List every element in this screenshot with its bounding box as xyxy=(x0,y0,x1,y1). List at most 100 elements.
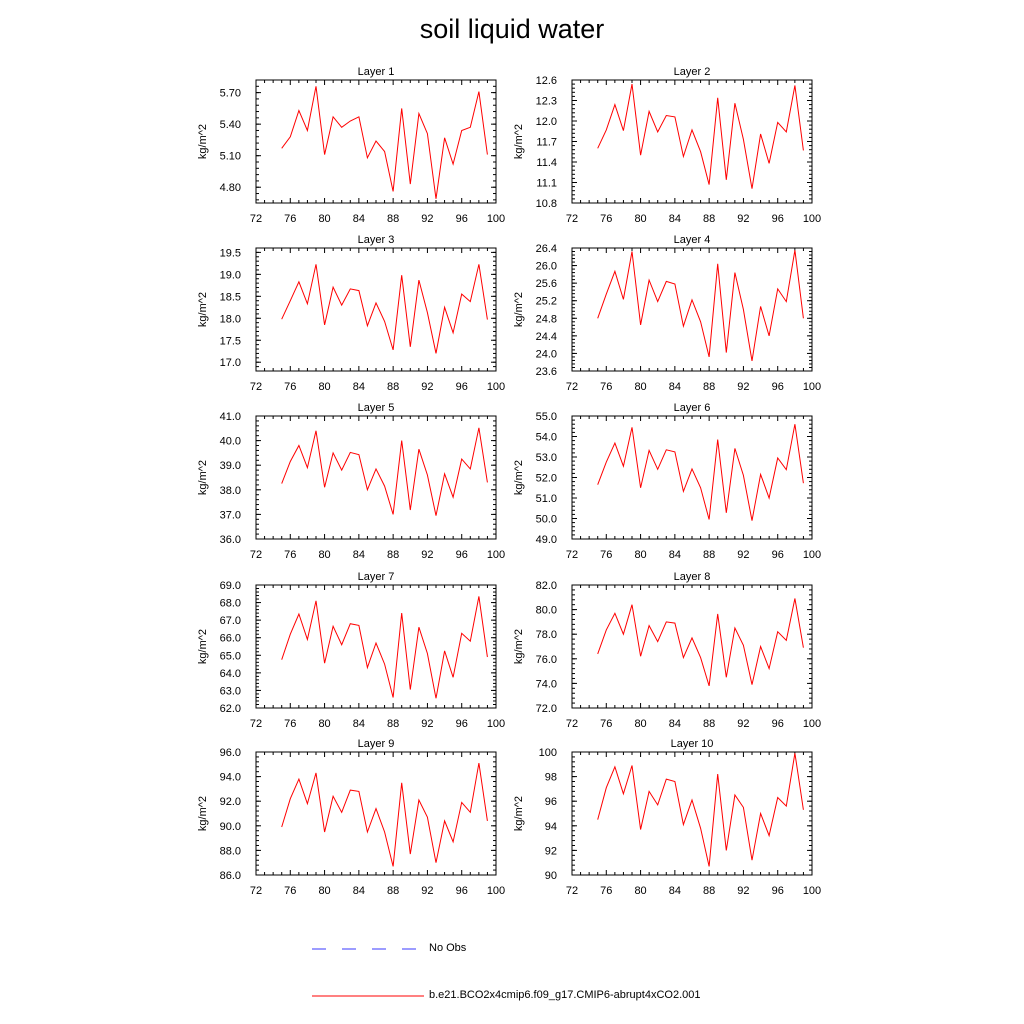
x-tick-label: 88 xyxy=(703,381,715,393)
y-tick-label: 26.4 xyxy=(536,243,557,255)
plot-frame xyxy=(571,79,813,204)
x-tick-label: 72 xyxy=(566,549,578,561)
x-tick-label: 100 xyxy=(487,885,505,897)
x-tick-label: 72 xyxy=(566,718,578,730)
panel-title: Layer 4 xyxy=(674,234,711,246)
x-tick-label: 92 xyxy=(737,718,749,730)
x-tick-label: 88 xyxy=(387,549,399,561)
y-tick-label: 26.0 xyxy=(536,261,557,273)
panel-layer-4: Layer 4 kg/m^2 72 76 80 84 88 92 96 100 23.6 24.0 24… xyxy=(513,234,821,393)
legend xyxy=(312,948,424,997)
x-tick-label: 88 xyxy=(703,718,715,730)
y-tick-label: 50.0 xyxy=(536,514,557,526)
x-tick-label: 100 xyxy=(803,549,821,561)
y-axis-label: kg/m^2 xyxy=(197,292,209,327)
x-tick-label: 96 xyxy=(456,718,468,730)
y-tick-label: 67.0 xyxy=(220,615,241,627)
x-tick-label: 96 xyxy=(456,549,468,561)
panel-title: Layer 10 xyxy=(671,738,714,750)
y-tick-label: 19.5 xyxy=(220,247,241,259)
x-tick-label: 88 xyxy=(387,213,399,225)
x-tick-label: 76 xyxy=(600,718,612,730)
series-line xyxy=(597,753,804,867)
y-tick-label: 54.0 xyxy=(536,432,557,444)
y-tick-label: 12.0 xyxy=(536,116,557,128)
y-tick-label: 39.0 xyxy=(220,460,241,472)
y-tick-label: 90.0 xyxy=(220,821,241,833)
x-tick-label: 80 xyxy=(318,549,330,561)
y-tick-label: 24.0 xyxy=(536,348,557,360)
x-tick-label: 100 xyxy=(487,213,505,225)
x-tick-label: 92 xyxy=(421,885,433,897)
y-tick-label: 96.0 xyxy=(220,747,241,759)
panel-layer-7: Layer 7 kg/m^2 72 76 80 84 88 92 96 100 62.0 63.0 64… xyxy=(197,571,505,730)
y-axis-label: kg/m^2 xyxy=(197,796,209,831)
y-axis-label: kg/m^2 xyxy=(513,460,525,495)
x-tick-label: 76 xyxy=(600,381,612,393)
x-tick-label: 84 xyxy=(353,213,365,225)
y-tick-label: 72.0 xyxy=(536,703,557,715)
y-tick-label: 17.0 xyxy=(220,357,241,369)
x-tick-label: 96 xyxy=(456,213,468,225)
x-tick-label: 88 xyxy=(703,549,715,561)
x-tick-label: 88 xyxy=(703,885,715,897)
series-line xyxy=(281,427,488,516)
x-tick-label: 100 xyxy=(487,549,505,561)
y-tick-label: 64.0 xyxy=(220,668,241,680)
panel-title: Layer 1 xyxy=(358,66,395,78)
y-tick-label: 24.4 xyxy=(536,331,557,343)
legend-obs-label: No Obs xyxy=(429,942,467,954)
chart-panels: Layer 1 kg/m^2 72 76 80 84 88 92 96 100 4.80 5.10 5.… xyxy=(197,66,821,897)
y-tick-label: 25.2 xyxy=(536,296,557,308)
x-tick-label: 92 xyxy=(737,213,749,225)
y-tick-label: 52.0 xyxy=(536,473,557,485)
panel-layer-10: Layer 10 kg/m^2 72 76 80 84 88 92 96 100 90 92 94 96 9… xyxy=(513,738,821,897)
y-tick-label: 49.0 xyxy=(536,534,557,546)
x-tick-label: 88 xyxy=(387,718,399,730)
x-tick-label: 92 xyxy=(421,549,433,561)
y-tick-label: 76.0 xyxy=(536,654,557,666)
y-axis-label: kg/m^2 xyxy=(197,629,209,664)
y-tick-label: 12.3 xyxy=(536,96,557,108)
panel-title: Layer 5 xyxy=(358,402,395,414)
x-tick-label: 88 xyxy=(387,885,399,897)
y-tick-label: 19.0 xyxy=(220,269,241,281)
x-tick-label: 72 xyxy=(566,213,578,225)
y-axis-label: kg/m^2 xyxy=(513,292,525,327)
panel-title: Layer 3 xyxy=(358,234,395,246)
x-tick-label: 92 xyxy=(737,381,749,393)
x-tick-label: 88 xyxy=(703,213,715,225)
y-tick-label: 62.0 xyxy=(220,703,241,715)
panel-layer-9: Layer 9 kg/m^2 72 76 80 84 88 92 96 100 86.0 88.0 90… xyxy=(197,738,505,897)
y-axis-label: kg/m^2 xyxy=(513,796,525,831)
series-line xyxy=(281,763,488,867)
x-tick-label: 72 xyxy=(250,549,262,561)
x-tick-label: 72 xyxy=(250,885,262,897)
plot-frame xyxy=(255,584,497,709)
panel-layer-3: Layer 3 kg/m^2 72 76 80 84 88 92 96 100 17.0 17.5 18… xyxy=(197,234,505,393)
y-tick-label: 53.0 xyxy=(536,452,557,464)
plot-frame xyxy=(571,415,813,540)
panel-layer-1: Layer 1 kg/m^2 72 76 80 84 88 92 96 100 4.80 5.10 5.… xyxy=(197,66,505,225)
x-tick-label: 76 xyxy=(600,549,612,561)
x-tick-label: 92 xyxy=(421,381,433,393)
x-tick-label: 80 xyxy=(634,549,646,561)
panel-title: Layer 9 xyxy=(358,738,395,750)
y-tick-label: 38.0 xyxy=(220,485,241,497)
panel-title: Layer 8 xyxy=(674,571,711,583)
y-tick-label: 90 xyxy=(545,870,557,882)
x-tick-label: 72 xyxy=(250,213,262,225)
y-tick-label: 37.0 xyxy=(220,509,241,521)
y-tick-label: 94 xyxy=(545,821,557,833)
x-tick-label: 80 xyxy=(634,213,646,225)
x-tick-label: 92 xyxy=(421,213,433,225)
plot-frame xyxy=(571,247,813,372)
y-tick-label: 65.0 xyxy=(220,650,241,662)
x-tick-label: 80 xyxy=(634,718,646,730)
y-tick-label: 55.0 xyxy=(536,411,557,423)
x-tick-label: 76 xyxy=(284,549,296,561)
panel-layer-8: Layer 8 kg/m^2 72 76 80 84 88 92 96 100 72.0 74.0 76… xyxy=(513,571,821,730)
x-tick-label: 84 xyxy=(669,213,681,225)
y-tick-label: 11.7 xyxy=(536,137,557,149)
x-tick-label: 84 xyxy=(669,885,681,897)
